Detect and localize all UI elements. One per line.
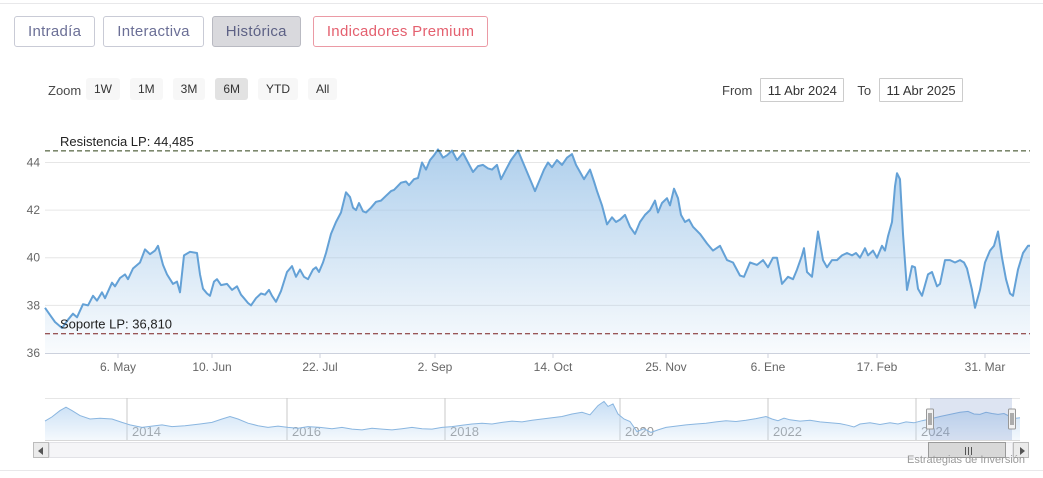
- x-axis-label: 10. Jun: [192, 360, 231, 374]
- main-plot: 36 38 40 42 44 6. May 10. Jun 22. Jul 2. Sep 14. …: [27, 134, 1030, 374]
- thumb-grip-icon: [968, 447, 969, 455]
- navigator-line-series: [44, 400, 1021, 433]
- zoom-presets: 1W 1M 3M 6M YTD All: [86, 78, 338, 100]
- y-axis-label: 42: [27, 203, 41, 217]
- price-line-series: [44, 148, 1030, 329]
- date-range: From To: [722, 78, 964, 102]
- navigator-left-handle[interactable]: [926, 408, 934, 430]
- chart-toolbar: Zoom 1W 1M 3M 6M YTD All From To: [0, 78, 1043, 102]
- to-date-input[interactable]: [879, 78, 964, 102]
- tab-indicadores-premium[interactable]: Indicadores Premium: [312, 16, 489, 47]
- x-axis-label: 6. Ene: [751, 360, 786, 374]
- x-axis-label: 25. Nov: [645, 360, 686, 374]
- x-axis-label: 6. May: [100, 360, 136, 374]
- y-axis-label: 38: [27, 298, 41, 312]
- navigator-selected-range[interactable]: [930, 398, 1012, 440]
- chart-tabs: Intradía Interactiva Histórica Indicador…: [14, 16, 489, 47]
- resistance-label: Resistencia LP: 44,485: [60, 134, 194, 149]
- zoom-1m-button[interactable]: 1M: [130, 78, 163, 100]
- tab-interactiva[interactable]: Interactiva: [103, 16, 204, 47]
- scrollbar-thumb[interactable]: [928, 442, 1006, 458]
- zoom-label: Zoom: [48, 83, 82, 98]
- zoom-3m-button[interactable]: 3M: [172, 78, 206, 100]
- from-date-input[interactable]: [760, 78, 845, 102]
- y-axis-label: 44: [27, 155, 41, 169]
- thumb-grip-icon: [971, 447, 972, 455]
- support-label: Soporte LP: 36,810: [60, 317, 172, 332]
- x-axis-label: 2. Sep: [418, 360, 453, 374]
- price-area-series: [45, 149, 1030, 353]
- thumb-grip-icon: [965, 447, 966, 455]
- scroll-left-button[interactable]: [33, 442, 49, 458]
- navigator[interactable]: 201420162018202020222024: [44, 398, 1021, 441]
- y-axis-label: 36: [27, 346, 41, 360]
- x-axis-label: 31. Mar: [965, 360, 1006, 374]
- navigator-scrollbar: [33, 442, 1029, 458]
- x-axis-label: 22. Jul: [302, 360, 337, 374]
- arrow-left-icon: [38, 447, 43, 455]
- zoom-ytd-button[interactable]: YTD: [258, 78, 299, 100]
- to-label: To: [857, 82, 872, 98]
- from-label: From: [722, 82, 753, 98]
- bottom-divider: [0, 470, 1043, 471]
- credits-link[interactable]: Estrategias de Inversión: [906, 454, 1025, 466]
- scroll-right-button[interactable]: [1013, 442, 1029, 458]
- tab-historica[interactable]: Histórica: [211, 16, 301, 47]
- zoom-6m-button[interactable]: 6M: [215, 78, 249, 100]
- top-divider: [0, 3, 1043, 4]
- tab-intradia[interactable]: Intradía: [14, 16, 96, 47]
- y-axis-label: 40: [27, 251, 41, 265]
- scrollbar-track[interactable]: [49, 442, 1013, 458]
- arrow-right-icon: [1020, 447, 1025, 455]
- navigator-right-handle[interactable]: [1008, 408, 1016, 430]
- zoom-all-button[interactable]: All: [308, 78, 338, 100]
- x-axis-label: 14. Oct: [534, 360, 573, 374]
- x-axis-label: 17. Feb: [857, 360, 898, 374]
- zoom-1w-button[interactable]: 1W: [86, 78, 120, 100]
